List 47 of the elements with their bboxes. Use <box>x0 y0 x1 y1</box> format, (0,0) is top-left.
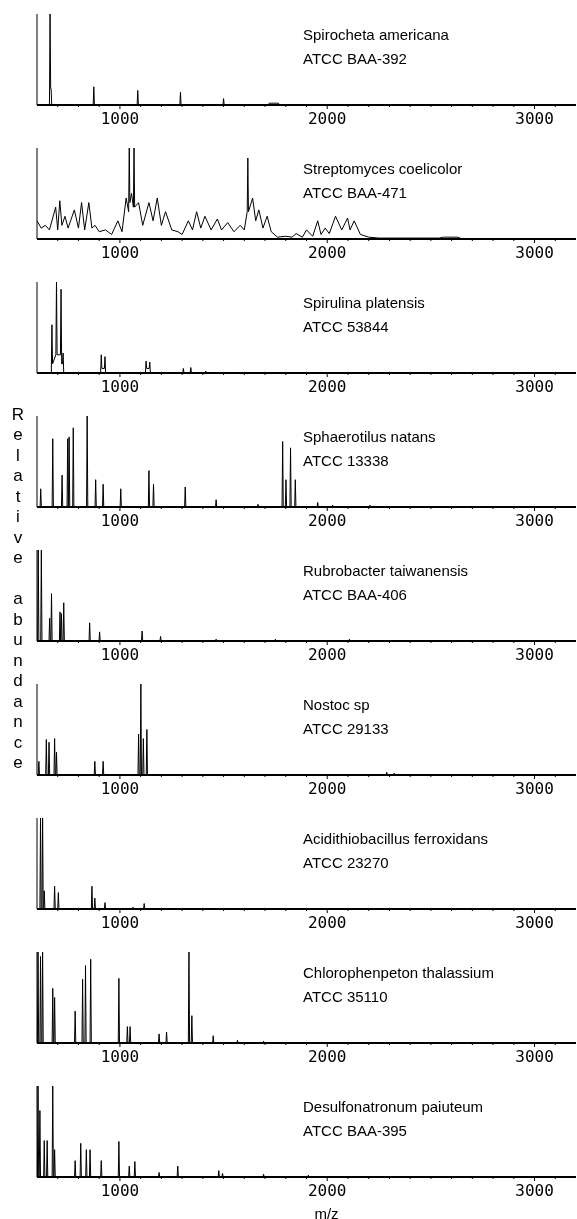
x-tick-label: 1000 <box>100 377 140 396</box>
x-tick-label: 2000 <box>307 913 347 932</box>
text: ATCC BAA-395 <box>303 1122 407 1139</box>
x-axis-title: m/z <box>314 1205 339 1219</box>
x-tick-label: 1000 <box>100 779 140 798</box>
x-tick-label: 2000 <box>307 1047 347 1066</box>
text: ATCC 29133 <box>303 720 389 737</box>
text: Acidithiobacillus ferroxidans <box>303 830 489 847</box>
x-tick-label: 2000 <box>307 377 347 396</box>
x-tick-label: 3000 <box>515 1181 554 1200</box>
x-tick-label: 1000 <box>100 913 140 932</box>
text: ATCC 23270 <box>303 854 389 871</box>
text: Chlorophenpeton thalassium <box>303 964 494 981</box>
text: Relative abundance <box>11 404 25 773</box>
x-tick-label: 3000 <box>515 511 554 530</box>
text: Sphaerotilus natans <box>303 428 436 445</box>
text: Rubrobacter taiwanensis <box>303 562 469 579</box>
x-tick-label: 3000 <box>515 913 554 932</box>
x-tick-label: 2000 <box>307 109 347 128</box>
x-tick-label: 2000 <box>307 511 347 530</box>
text: Spirocheta americana <box>303 26 450 43</box>
x-tick-label: 1000 <box>100 1047 140 1066</box>
x-tick-label: 1000 <box>100 1181 140 1200</box>
text: ATCC BAA-471 <box>303 184 407 201</box>
text: ATCC BAA-406 <box>303 586 407 603</box>
text: ATCC 13338 <box>303 452 389 469</box>
x-tick-label: 3000 <box>515 109 554 128</box>
text: ATCC BAA-392 <box>303 50 407 67</box>
x-tick-label: 2000 <box>307 779 347 798</box>
x-tick-label: 3000 <box>515 377 554 396</box>
x-tick-label: 3000 <box>515 645 554 664</box>
text: Spirulina platensis <box>303 294 425 311</box>
text: ATCC 53844 <box>303 318 389 335</box>
x-tick-label: 1000 <box>100 645 140 664</box>
x-tick-label: 2000 <box>307 645 347 664</box>
text: Streptomyces coelicolor <box>303 160 463 177</box>
x-tick-label: 3000 <box>515 243 554 262</box>
x-tick-label: 1000 <box>100 511 140 530</box>
text: ATCC 35110 <box>303 988 388 1005</box>
x-tick-label: 2000 <box>307 243 347 262</box>
x-tick-label: 3000 <box>515 779 554 798</box>
x-tick-label: 1000 <box>100 109 140 128</box>
x-tick-label: 2000 <box>307 1181 347 1200</box>
x-tick-label: 3000 <box>515 1047 554 1066</box>
x-tick-label: 1000 <box>100 243 140 262</box>
text: Desulfonatronum paiuteum <box>303 1098 484 1115</box>
text: Nostoc sp <box>303 696 370 713</box>
